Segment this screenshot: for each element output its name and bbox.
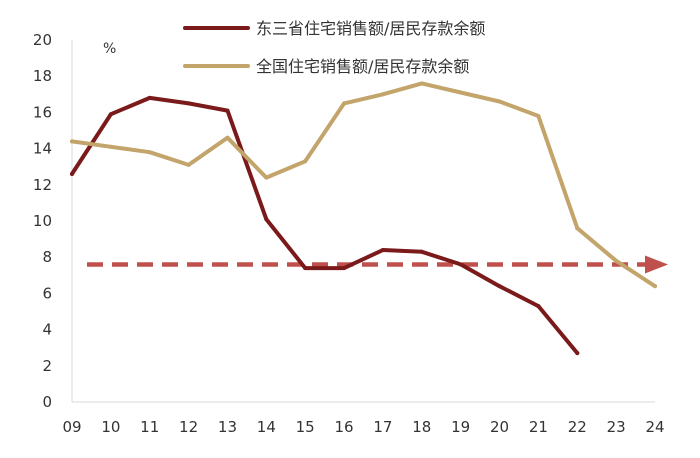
- data-point: [380, 92, 385, 97]
- data-point: [458, 90, 463, 95]
- data-point: [186, 162, 191, 167]
- data-point: [225, 108, 230, 113]
- data-point: [419, 81, 424, 86]
- y-tick-label: 14: [33, 140, 52, 158]
- series-line-2: [70, 81, 657, 289]
- data-point: [264, 217, 269, 222]
- x-tick-label: 15: [296, 418, 315, 436]
- data-point: [186, 101, 191, 106]
- data-point: [108, 112, 113, 117]
- reference-arrow-head: [645, 255, 668, 274]
- data-point: [70, 171, 74, 176]
- data-point: [575, 226, 580, 231]
- data-point: [536, 114, 541, 119]
- x-tick-label: 19: [451, 418, 470, 436]
- data-point: [303, 159, 308, 164]
- data-point: [147, 150, 152, 155]
- data-point: [342, 266, 347, 271]
- reference-line-group: [87, 255, 668, 274]
- data-point: [497, 284, 502, 289]
- y-tick-label: 8: [42, 248, 52, 266]
- y-tick-label: 0: [42, 393, 52, 411]
- x-tick-label: 18: [412, 418, 431, 436]
- y-tick-label: 18: [33, 67, 52, 85]
- y-tick-label: 4: [42, 321, 52, 339]
- data-point: [264, 175, 269, 180]
- y-tick-label: 2: [42, 357, 52, 375]
- data-point: [458, 262, 463, 267]
- x-tick-label: 17: [373, 418, 392, 436]
- data-point: [614, 258, 619, 263]
- data-point: [70, 139, 74, 144]
- data-point: [380, 247, 385, 252]
- x-tick-label: 20: [490, 418, 509, 436]
- data-point: [653, 284, 657, 289]
- x-tick-label: 23: [607, 418, 626, 436]
- data-point: [303, 266, 308, 271]
- y-tick-label: 12: [33, 176, 52, 194]
- data-point: [342, 101, 347, 106]
- x-tick-label: 09: [62, 418, 81, 436]
- x-tick-label: 24: [645, 418, 664, 436]
- x-tick-label: 14: [257, 418, 276, 436]
- legend-label-2: 全国住宅销售额/居民存款余额: [256, 57, 469, 76]
- series-group: [70, 81, 657, 356]
- unit-label: %: [103, 41, 116, 57]
- data-point: [108, 144, 113, 149]
- y-tick-label: 16: [33, 103, 52, 121]
- data-point: [147, 95, 152, 100]
- y-tick-label: 20: [33, 31, 52, 49]
- data-point: [419, 249, 424, 254]
- x-tick-label: 13: [218, 418, 237, 436]
- y-tick-label: 10: [33, 212, 52, 230]
- x-tick-label: 21: [529, 418, 548, 436]
- x-tick-label: 12: [179, 418, 198, 436]
- data-point: [536, 304, 541, 309]
- data-point: [575, 351, 580, 356]
- x-tick-label: 10: [101, 418, 120, 436]
- data-point: [225, 135, 230, 140]
- y-tick-label: 6: [42, 284, 52, 302]
- x-tick-label: 16: [335, 418, 354, 436]
- legend-label-1: 东三省住宅销售额/居民存款余额: [256, 19, 485, 38]
- x-tick-label: 11: [140, 418, 159, 436]
- x-tick-label: 22: [568, 418, 587, 436]
- data-point: [497, 99, 502, 104]
- series-line-1: [70, 95, 580, 356]
